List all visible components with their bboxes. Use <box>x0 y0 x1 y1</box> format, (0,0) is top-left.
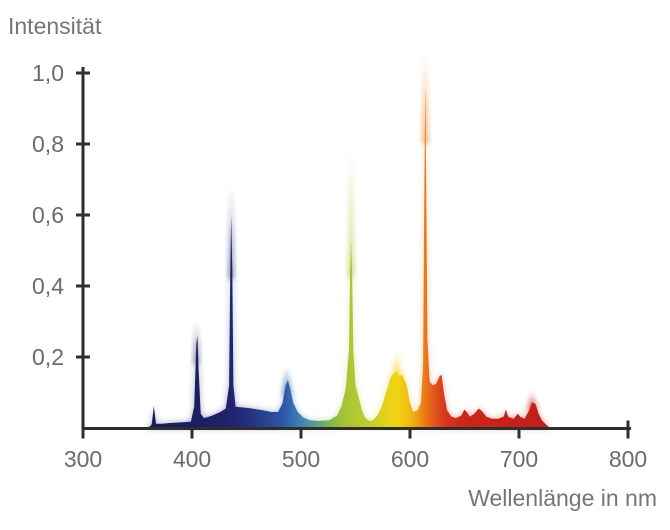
x-tick-label-400: 400 <box>172 446 212 472</box>
y-tick-label-0,6: 0,6 <box>32 202 64 228</box>
x-tick-label-300: 300 <box>63 446 103 472</box>
y-tick-label-0,8: 0,8 <box>32 131 64 157</box>
x-axis-title: Wellenlänge in nm <box>468 485 657 511</box>
x-tick-label-700: 700 <box>499 446 539 472</box>
y-tick-label-0,4: 0,4 <box>32 273 64 299</box>
y-tick-label-0,2: 0,2 <box>32 344 64 370</box>
x-tick-label-500: 500 <box>281 446 321 472</box>
peak-tip-glow-546 <box>348 151 354 279</box>
y-axis-title: Intensität <box>8 13 102 39</box>
x-tick-label-800: 800 <box>608 446 648 472</box>
y-tick-label-1,0: 1,0 <box>32 60 64 86</box>
spectrum-curve <box>142 83 552 428</box>
x-tick-label-600: 600 <box>390 446 430 472</box>
